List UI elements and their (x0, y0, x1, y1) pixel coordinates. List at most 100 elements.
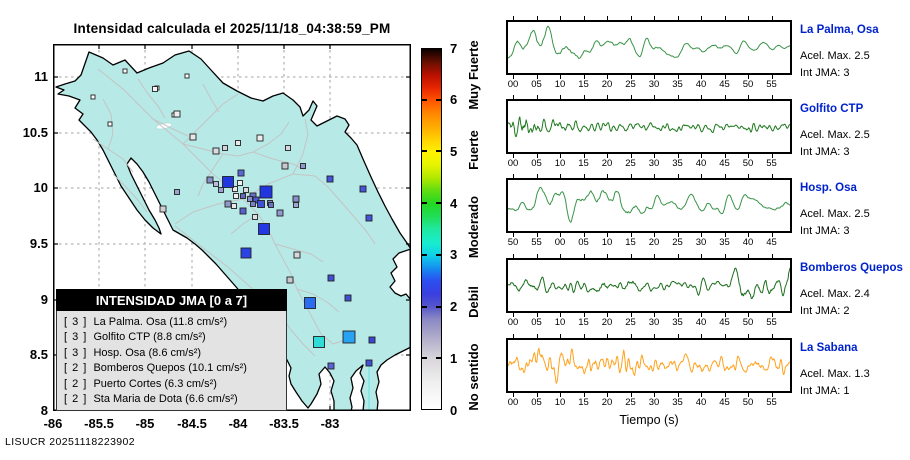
waveform-tick-label: 45 (719, 79, 730, 90)
waveform-tick-mark (560, 313, 561, 317)
waveform-tick-mark (654, 254, 655, 258)
waveform-tick-mark (748, 334, 749, 338)
waveform-tick-mark (771, 254, 773, 258)
y-tick-label: 8.5 (29, 347, 48, 362)
waveform-tick-mark (654, 334, 655, 338)
waveform-tick-mark (560, 254, 561, 258)
road-line (152, 118, 189, 137)
waveform-tick-label: 45 (719, 317, 730, 328)
waveform-tick-mark (771, 16, 773, 20)
station-marker (304, 297, 316, 309)
waveform-tick-mark (701, 254, 702, 258)
waveform-tick-mark (724, 95, 726, 99)
waveform-tick-label: 20 (601, 397, 613, 408)
waveform-tick-mark (630, 16, 632, 20)
waveform-station-name: La Sabana (800, 342, 858, 354)
waveform-tick-mark (583, 16, 585, 20)
waveform-tick-label: 00 (507, 79, 519, 90)
station-marker (281, 162, 289, 170)
waveform-tick-mark (536, 393, 538, 397)
waveform-tick-label: 35 (672, 79, 683, 90)
waveform-tick-label: 30 (648, 158, 660, 169)
waveform-tick-label: 55 (531, 237, 542, 248)
waveform-tick-mark (607, 174, 608, 178)
legend-row: [ 2 ] Sta Maria de Dota (6.6 cm/s²) (64, 392, 286, 407)
y-tick-label: 10 (33, 180, 48, 195)
station-marker (235, 140, 241, 146)
station-marker (222, 176, 234, 188)
y-tick-label: 8 (40, 403, 48, 418)
waveform-tick-mark (654, 393, 655, 397)
waveform-tick-mark (724, 334, 726, 338)
station-marker (247, 196, 253, 202)
waveform-tick-mark (513, 154, 514, 158)
legend-header: INTENSIDAD JMA [0 a 7] (56, 289, 287, 311)
waveform-tick-mark (771, 95, 773, 99)
station-marker (293, 202, 299, 208)
waveform-tick-label: 10 (554, 158, 566, 169)
x-tick-label: -83.5 (269, 416, 299, 431)
waveform-tick-label: 25 (672, 237, 683, 248)
colorbar-category-label: No sentido (466, 343, 481, 411)
legend-station-label: La Palma. Osa (11.8 cm/s²) (87, 316, 228, 328)
station-marker (152, 86, 158, 92)
waveform-tick-mark (536, 233, 538, 237)
waveform-tick-mark (748, 254, 749, 258)
waveform-acel-max: Acel. Max. 2.4 (800, 288, 870, 300)
waveform-tick-mark (771, 174, 773, 178)
waveform-tick-label: 00 (507, 317, 519, 328)
station-marker (292, 195, 300, 203)
waveform-tick-label: 30 (648, 317, 660, 328)
waveform-tick-mark (771, 313, 773, 317)
waveform-tick-mark (748, 75, 749, 79)
road-line (182, 121, 290, 157)
waveform-tick-mark (630, 233, 632, 237)
station-marker (213, 181, 219, 187)
waveform-int-jma: Int JMA: 1 (800, 385, 850, 397)
colorbar-tick-label: 4 (450, 195, 458, 211)
station-marker (259, 185, 273, 199)
road-line (292, 118, 309, 175)
colorbar-tick-label: 6 (450, 92, 458, 108)
legend-station-label: Hosp. Osa (8.6 cm/s²) (87, 346, 202, 359)
waveform-tick-mark (513, 16, 514, 20)
waveform-tick-mark (701, 174, 702, 178)
waveform-acel-max: Acel. Max. 1.3 (800, 368, 870, 380)
waveform-tick-label: 45 (719, 158, 730, 169)
waveform-tick-mark (677, 154, 679, 158)
waveform-panel (506, 178, 792, 233)
waveform-tick-mark (560, 95, 561, 99)
waveform-tick-mark (513, 254, 514, 258)
waveform-tick-mark (536, 174, 538, 178)
waveform-tick-mark (748, 154, 749, 158)
colorbar-tick-mark (422, 202, 427, 205)
station-marker (212, 147, 220, 155)
station-marker (326, 175, 334, 183)
waveform-tick-mark (607, 154, 608, 158)
station-marker (237, 169, 245, 177)
road-line (92, 138, 134, 173)
waveform-tick-label: 20 (601, 317, 613, 328)
waveform-trace (507, 116, 791, 138)
waveform-tick-label: 05 (578, 237, 589, 248)
waveform-tick-mark (701, 75, 702, 79)
legend-intensity-badge: [ 3 ] (64, 346, 88, 359)
x-tick-label: -86 (43, 416, 63, 431)
colorbar-tick-mark (436, 202, 441, 205)
waveform-tick-label: 00 (554, 237, 566, 248)
station-marker (268, 202, 274, 208)
x-tick-label: -85 (135, 416, 155, 431)
road-line (274, 243, 324, 263)
legend-row: [ 3 ] La Palma. Osa (11.8 cm/s²) (64, 315, 286, 330)
legend-row: [ 2 ] Bomberos Quepos (10.1 cm/s²) (64, 361, 286, 376)
station-marker (90, 94, 96, 100)
waveform-tick-label: 25 (625, 158, 636, 169)
waveform-trace (507, 347, 790, 384)
station-marker (327, 362, 335, 370)
waveform-tick-label: 05 (531, 158, 542, 169)
waveform-tick-mark (560, 16, 561, 20)
waveform-tick-label: 10 (554, 397, 566, 408)
waveform-tick-mark (560, 393, 561, 397)
waveform-tick-label: 25 (625, 79, 636, 90)
station-marker (293, 251, 301, 259)
